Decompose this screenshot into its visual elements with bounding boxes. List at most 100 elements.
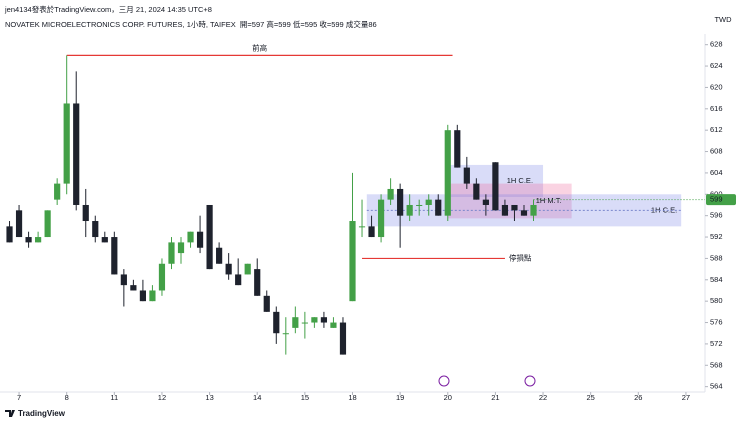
x-tick-label: 15 [301,393,309,402]
symbol: NOVATEK MICROELECTRONICS CORP. FUTURES, … [5,20,236,29]
candle-body [44,210,51,238]
x-tick-label: 20 [444,393,452,402]
logo [5,410,15,417]
x-tick-label: 25 [587,393,595,402]
candle-body [15,210,23,238]
candle-body [54,183,61,200]
candle-body [444,130,451,216]
candle-body [196,231,204,248]
candle-body [397,188,404,216]
candle-body [320,317,328,323]
y-tick-label: 576 [710,318,723,327]
x-tick-label: 26 [634,393,642,402]
candle-body [501,204,509,216]
candle-body [92,221,99,238]
y-tick-label: 612 [710,125,723,134]
y-tick-label: 616 [710,104,723,113]
y-tick-label: 624 [710,61,723,70]
y-tick-label: 628 [710,40,723,49]
zone-label: 1H C.E. [651,205,677,214]
x-tick-label: 21 [491,393,499,402]
candle-body [520,210,528,216]
y-tick-label: 620 [710,82,723,91]
last-price: 599 [710,195,723,204]
candle-body [311,317,318,323]
zone-label: 1H C.E. [507,176,533,185]
candle-body [473,183,480,200]
candle-body [301,322,308,324]
y-tick-label: 584 [710,275,723,284]
x-tick-label: 22 [539,393,547,402]
candle-body [377,199,385,238]
y-tick-label: 600 [710,189,723,198]
candle-body [273,311,280,334]
candle-body [216,247,223,264]
candle-body [339,322,347,355]
brand: TradingView [18,409,65,418]
candle-body [416,204,423,206]
candle-body [263,295,270,312]
event-icon [524,375,536,387]
candle-body [454,130,461,168]
candle-body [406,204,413,216]
candle-body [492,162,499,211]
currency: TWD [714,15,732,24]
candle-body [349,221,356,302]
candle-body [225,263,232,275]
event-icon [438,375,450,387]
candle-body [482,199,489,205]
candle-body [358,226,366,228]
symbol-line: NOVATEK MICROELECTRONICS CORP. FUTURES, … [5,19,377,30]
candle-body [177,242,185,254]
candle-body [292,317,299,328]
candle-body [387,188,394,200]
candle-body [158,263,166,291]
hline-label: 停損點 [509,252,532,262]
candle-body [330,322,337,328]
candle-body [530,204,537,216]
zone [447,183,572,219]
y-tick-label: 608 [710,147,723,156]
candle-body [511,204,518,211]
x-tick-label: 11 [110,393,118,402]
x-tick-label: 19 [396,393,404,402]
y-tick-label: 592 [710,232,723,241]
candle-body [130,285,137,291]
y-tick-label: 564 [710,382,723,391]
ohlc: 開=597 高=599 低=595 收=599 成交量86 [239,20,377,29]
candle-body [282,333,289,335]
candle-body [463,167,470,184]
y-tick-label: 572 [710,339,723,348]
candle-body [187,231,194,243]
candle-body [435,199,442,216]
y-tick-label: 604 [710,168,723,177]
y-tick-label: 580 [710,296,723,305]
candle-body [254,269,261,296]
candle-body [149,290,156,302]
candle-body [111,237,118,275]
x-tick-label: 18 [348,393,356,402]
candle-body [120,274,127,286]
x-tick-label: 7 [17,393,21,402]
candle-body [101,237,108,243]
x-tick-label: 13 [205,393,213,402]
candle-body [368,226,375,238]
x-tick-label: 8 [65,393,69,402]
candle-body [63,103,70,184]
candle-body [35,237,42,243]
y-tick-label: 568 [710,360,723,369]
publisher: jen4134發表於TradingView.com，三月 21, 2024 14… [5,5,212,14]
candle-body [206,204,213,270]
hline-label: 前高 [252,42,267,52]
candle-body [6,226,13,243]
candle-body [168,242,175,264]
candle-body [82,204,89,222]
candle-body [244,263,251,275]
candle-body [25,237,32,243]
candle-body [73,103,80,205]
candle-body [139,290,147,302]
x-tick-label: 27 [682,393,690,402]
candle-body [235,274,242,286]
x-tick-label: 14 [253,393,261,402]
